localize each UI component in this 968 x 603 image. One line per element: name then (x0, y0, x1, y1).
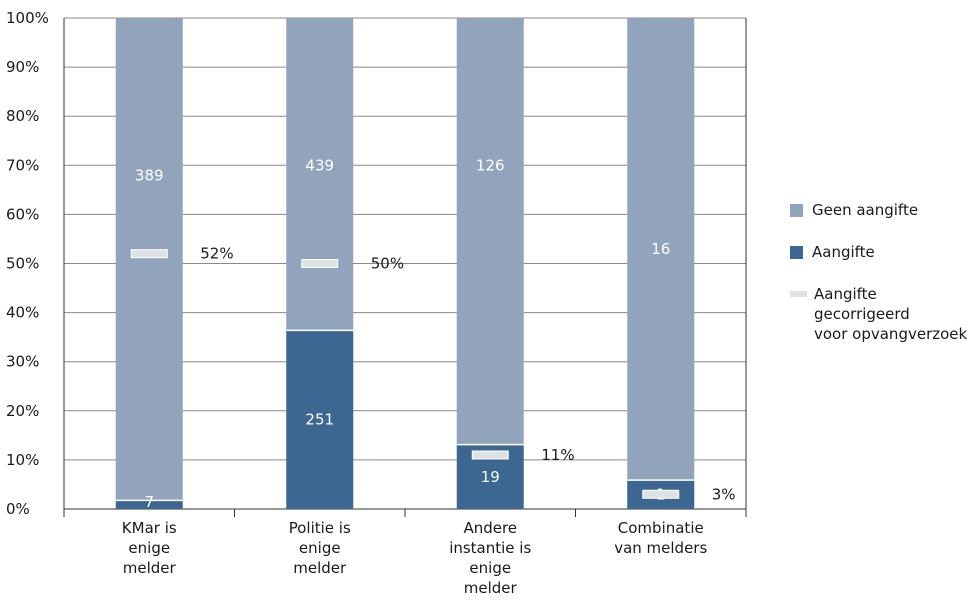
x-category-label: KMar is (122, 519, 177, 537)
y-tick-label: 20% (6, 402, 39, 420)
corrected-label: 50% (371, 255, 404, 273)
bar-segment-geen-aangifte (115, 18, 183, 501)
data-label-geen-aangifte: 126 (476, 156, 505, 174)
data-label-aangifte: 251 (305, 411, 334, 429)
x-category-label: Politie is (289, 519, 351, 537)
legend-swatch-gecorrigeerd (790, 291, 807, 297)
corrected-marker (642, 489, 680, 499)
y-tick-label: 60% (6, 205, 39, 223)
corrected-marker (471, 450, 509, 460)
x-category-label: melder (293, 559, 347, 577)
bar-segment-geen-aangifte (456, 18, 524, 445)
data-label-aangifte: 19 (481, 468, 500, 486)
legend-swatch-geen-aangifte (790, 204, 803, 217)
y-tick-label: 100% (6, 9, 49, 27)
chart-legend: Geen aangifte Aangifte Aangifte gecorrig… (790, 200, 968, 366)
legend-item-geen-aangifte: Geen aangifte (790, 200, 968, 220)
x-category-label: enige (128, 539, 170, 557)
y-tick-label: 70% (6, 156, 39, 174)
y-tick-label: 10% (6, 451, 39, 469)
bar-segment-aangifte (115, 500, 183, 509)
x-category-label: melder (464, 579, 518, 597)
bar-segment-geen-aangifte (286, 18, 354, 331)
y-tick-label: 0% (6, 500, 30, 518)
x-category-label: enige (469, 559, 511, 577)
bar-segment-aangifte (286, 330, 354, 509)
y-tick-label: 40% (6, 304, 39, 322)
y-tick-label: 30% (6, 353, 39, 371)
corrected-marker (130, 249, 168, 259)
legend-label-aangifte: Aangifte (812, 243, 875, 261)
legend-label-geen-aangifte: Geen aangifte (812, 201, 919, 219)
x-category-label: Combinatie (618, 519, 704, 537)
x-category-label: instantie is (449, 539, 531, 557)
legend-item-gecorrigeerd: Aangifte gecorrigeerd voor opvangverzoek (790, 284, 968, 344)
corrected-label: 52% (200, 245, 233, 263)
bar-segment-geen-aangifte (627, 18, 695, 481)
x-category-label: melder (123, 559, 177, 577)
legend-item-aangifte: Aangifte (790, 242, 968, 262)
corrected-label: 11% (541, 446, 574, 464)
data-label-geen-aangifte: 439 (305, 156, 334, 174)
x-category-label: Andere (463, 519, 517, 537)
x-category-label: van melders (614, 539, 707, 557)
corrected-label: 3% (712, 485, 736, 503)
y-tick-label: 80% (6, 107, 39, 125)
corrected-marker (301, 259, 339, 268)
data-label-aangifte: 7 (144, 493, 154, 511)
legend-swatch-aangifte (790, 246, 803, 259)
legend-label-gecorrigeerd: Aangifte gecorrigeerd voor opvangverzoek (814, 285, 968, 343)
x-category-label: enige (299, 539, 341, 557)
data-label-geen-aangifte: 16 (651, 240, 670, 258)
y-tick-label: 90% (6, 58, 39, 76)
data-label-geen-aangifte: 389 (135, 167, 164, 185)
y-tick-label: 50% (6, 255, 39, 273)
